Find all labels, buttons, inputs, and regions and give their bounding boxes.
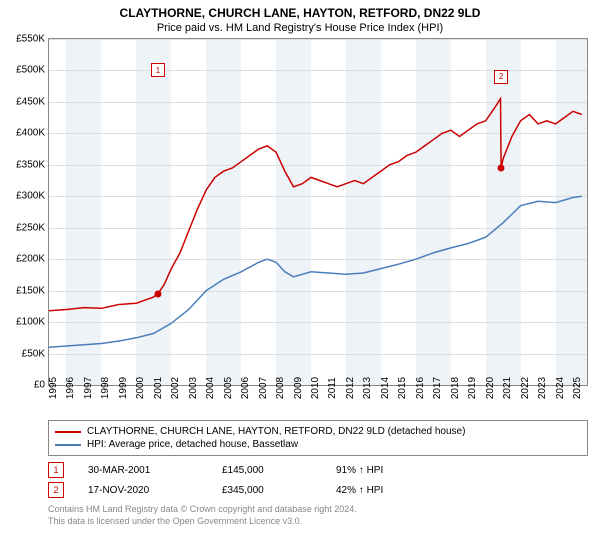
- y-tick-label: £250K: [16, 222, 45, 233]
- legend-item: HPI: Average price, detached house, Bass…: [55, 438, 581, 451]
- marker-pct: 91% ↑ HPI: [336, 465, 446, 476]
- y-tick-label: £450K: [16, 96, 45, 107]
- x-tick-label: 1995: [48, 377, 59, 399]
- x-tick-label: 1996: [65, 377, 76, 399]
- x-tick-label: 2005: [223, 377, 234, 399]
- x-tick-label: 2009: [293, 377, 304, 399]
- y-tick-label: £400K: [16, 128, 45, 139]
- y-tick-label: £50K: [22, 348, 45, 359]
- x-axis-labels: 1995199619971998199920002001200220032004…: [48, 386, 588, 416]
- x-tick-label: 2020: [485, 377, 496, 399]
- chart-title: CLAYTHORNE, CHURCH LANE, HAYTON, RETFORD…: [0, 0, 600, 20]
- x-tick-label: 2007: [258, 377, 269, 399]
- y-tick-label: £0: [34, 380, 45, 391]
- marker-row: 1 30-MAR-2001 £145,000 91% ↑ HPI: [48, 460, 588, 480]
- x-tick-label: 1997: [83, 377, 94, 399]
- footer-attribution: Contains HM Land Registry data © Crown c…: [48, 504, 588, 527]
- x-tick-label: 2019: [467, 377, 478, 399]
- x-tick-label: 2021: [502, 377, 513, 399]
- x-tick-label: 2002: [170, 377, 181, 399]
- series-line: [49, 99, 582, 311]
- legend-label: CLAYTHORNE, CHURCH LANE, HAYTON, RETFORD…: [87, 426, 465, 437]
- x-tick-label: 2023: [537, 377, 548, 399]
- y-tick-label: £350K: [16, 159, 45, 170]
- y-tick-label: £550K: [16, 34, 45, 45]
- x-tick-label: 2004: [205, 377, 216, 399]
- x-tick-label: 2001: [153, 377, 164, 399]
- footer-line-1: Contains HM Land Registry data © Crown c…: [48, 504, 588, 516]
- x-tick-label: 2015: [397, 377, 408, 399]
- x-tick-label: 2003: [188, 377, 199, 399]
- plot-area: £0£50K£100K£150K£200K£250K£300K£350K£400…: [48, 38, 588, 386]
- x-tick-label: 2006: [240, 377, 251, 399]
- series-line: [49, 196, 582, 347]
- y-tick-label: £500K: [16, 65, 45, 76]
- marker-date: 17-NOV-2020: [88, 485, 198, 496]
- x-tick-label: 2018: [450, 377, 461, 399]
- marker-price: £145,000: [222, 465, 312, 476]
- chart-subtitle: Price paid vs. HM Land Registry's House …: [0, 20, 600, 38]
- y-tick-label: £150K: [16, 285, 45, 296]
- marker-date: 30-MAR-2001: [88, 465, 198, 476]
- x-tick-label: 2008: [275, 377, 286, 399]
- footer-line-2: This data is licensed under the Open Gov…: [48, 516, 588, 528]
- x-tick-label: 1999: [118, 377, 129, 399]
- marker-id-box: 1: [48, 462, 64, 478]
- marker-table: 1 30-MAR-2001 £145,000 91% ↑ HPI 2 17-NOV-202…: [48, 460, 588, 500]
- legend-item: CLAYTHORNE, CHURCH LANE, HAYTON, RETFORD…: [55, 425, 581, 438]
- marker-price: £345,000: [222, 485, 312, 496]
- y-tick-label: £100K: [16, 317, 45, 328]
- x-tick-label: 1998: [100, 377, 111, 399]
- x-tick-label: 2011: [327, 377, 338, 399]
- x-tick-label: 2000: [135, 377, 146, 399]
- x-tick-label: 2014: [380, 377, 391, 399]
- marker-id-box: 2: [48, 482, 64, 498]
- legend: CLAYTHORNE, CHURCH LANE, HAYTON, RETFORD…: [48, 420, 588, 456]
- x-tick-label: 2016: [415, 377, 426, 399]
- x-tick-label: 2012: [345, 377, 356, 399]
- x-tick-label: 2022: [520, 377, 531, 399]
- x-tick-label: 2017: [432, 377, 443, 399]
- x-tick-label: 2010: [310, 377, 321, 399]
- x-tick-label: 2013: [362, 377, 373, 399]
- legend-swatch: [55, 431, 81, 433]
- marker-row: 2 17-NOV-2020 £345,000 42% ↑ HPI: [48, 480, 588, 500]
- y-tick-label: £200K: [16, 254, 45, 265]
- legend-swatch: [55, 444, 81, 446]
- y-tick-label: £300K: [16, 191, 45, 202]
- marker-pct: 42% ↑ HPI: [336, 485, 446, 496]
- x-tick-label: 2025: [572, 377, 583, 399]
- x-tick-label: 2024: [555, 377, 566, 399]
- legend-label: HPI: Average price, detached house, Bass…: [87, 439, 298, 450]
